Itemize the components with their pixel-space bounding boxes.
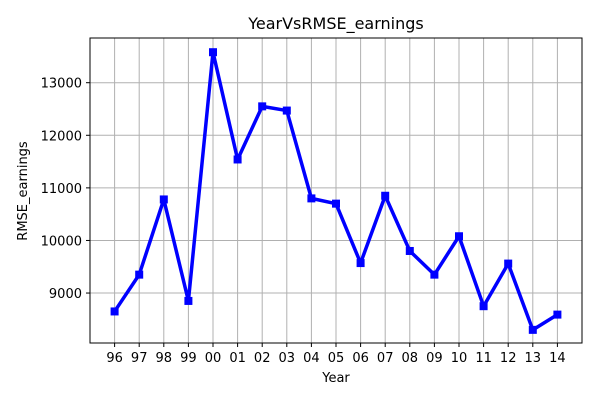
x-tick-label: 96	[106, 351, 123, 366]
data-point-marker	[258, 102, 267, 111]
data-point-marker	[233, 155, 242, 164]
data-point-marker	[405, 246, 414, 255]
data-point-marker	[184, 296, 193, 305]
data-point-marker	[332, 199, 340, 208]
x-tick-label: 10	[451, 351, 468, 366]
data-point-marker	[159, 195, 168, 204]
x-tick-label: 06	[352, 351, 369, 366]
y-tick-label: 13000	[41, 77, 82, 92]
data-point-marker	[381, 191, 390, 200]
x-tick-label: 13	[525, 351, 542, 366]
x-tick-label: 01	[229, 351, 246, 366]
x-tick-label: 11	[475, 351, 492, 366]
x-tick-label: 12	[500, 351, 517, 366]
x-tick-label: 99	[180, 351, 197, 366]
x-axis-label: Year	[321, 371, 350, 386]
data-point-marker	[307, 194, 316, 203]
data-point-marker	[504, 259, 513, 268]
data-point-marker	[282, 106, 291, 115]
x-tick-label: 05	[328, 351, 345, 366]
x-tick-label: 03	[279, 351, 296, 366]
plot-frame	[89, 37, 583, 344]
data-point-marker	[135, 270, 144, 279]
y-tick-label: 11000	[41, 182, 82, 197]
y-tick-label: 12000	[41, 129, 82, 144]
data-point-marker	[528, 325, 537, 334]
data-point-marker	[356, 259, 365, 268]
axes: 96 97 98 99 00 01 02 03 04 05 06 07 08 09 10 11 12 13 14 90…	[41, 77, 566, 366]
x-tick-label: 08	[402, 351, 419, 366]
x-tick-label: 14	[549, 351, 566, 366]
x-tick-label: 04	[303, 351, 320, 366]
x-tick-label: 97	[131, 351, 148, 366]
x-tick-label: 07	[377, 351, 394, 366]
y-tick-label: 10000	[41, 234, 82, 249]
x-tick-label: 09	[426, 351, 443, 366]
data-point-marker	[430, 270, 439, 279]
y-axis-label: RMSE_earnings	[16, 141, 31, 241]
data-point-marker	[455, 232, 463, 241]
x-tick-label: 00	[205, 351, 222, 366]
chart-title: YearVsRMSE_earnings	[247, 14, 424, 34]
series-markers	[110, 48, 562, 334]
data-point-marker	[110, 307, 119, 316]
grid-lines	[90, 38, 582, 343]
data-point-marker	[209, 48, 217, 57]
y-tick-label: 9000	[49, 287, 82, 302]
x-tick-label: 02	[254, 351, 271, 366]
x-tick-label: 98	[156, 351, 173, 366]
data-point-marker	[553, 310, 562, 319]
data-point-marker	[479, 302, 488, 311]
